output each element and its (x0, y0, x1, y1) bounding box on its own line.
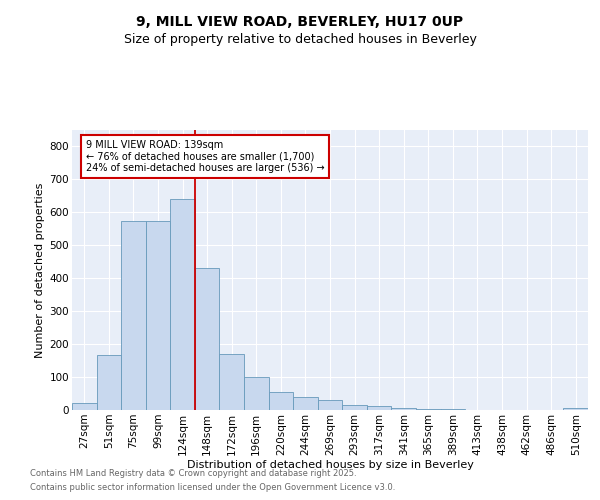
Bar (269, 392, 293, 410)
Bar (97, 354, 121, 410)
Bar (342, 405, 367, 410)
Bar (220, 354, 244, 410)
Bar (170, 199, 195, 410)
Text: Contains HM Land Registry data © Crown copyright and database right 2025.: Contains HM Land Registry data © Crown c… (30, 468, 356, 477)
Bar (195, 268, 220, 410)
Bar (318, 400, 342, 410)
Text: Contains public sector information licensed under the Open Government Licence v3: Contains public sector information licen… (30, 484, 395, 492)
Bar (563, 408, 588, 410)
Text: 9, MILL VIEW ROAD, BEVERLEY, HU17 0UP: 9, MILL VIEW ROAD, BEVERLEY, HU17 0UP (136, 15, 464, 29)
Bar (416, 409, 440, 410)
Text: 9 MILL VIEW ROAD: 139sqm
← 76% of detached houses are smaller (1,700)
24% of sem: 9 MILL VIEW ROAD: 139sqm ← 76% of detach… (86, 140, 324, 173)
Bar (146, 220, 170, 410)
Bar (121, 220, 146, 410)
Y-axis label: Number of detached properties: Number of detached properties (35, 182, 46, 358)
Bar (367, 406, 391, 410)
Bar (244, 377, 269, 410)
X-axis label: Distribution of detached houses by size in Beverley: Distribution of detached houses by size … (187, 460, 473, 470)
Bar (391, 408, 416, 410)
Text: Size of property relative to detached houses in Beverley: Size of property relative to detached ho… (124, 32, 476, 46)
Bar (72, 404, 97, 410)
Bar (293, 397, 318, 410)
